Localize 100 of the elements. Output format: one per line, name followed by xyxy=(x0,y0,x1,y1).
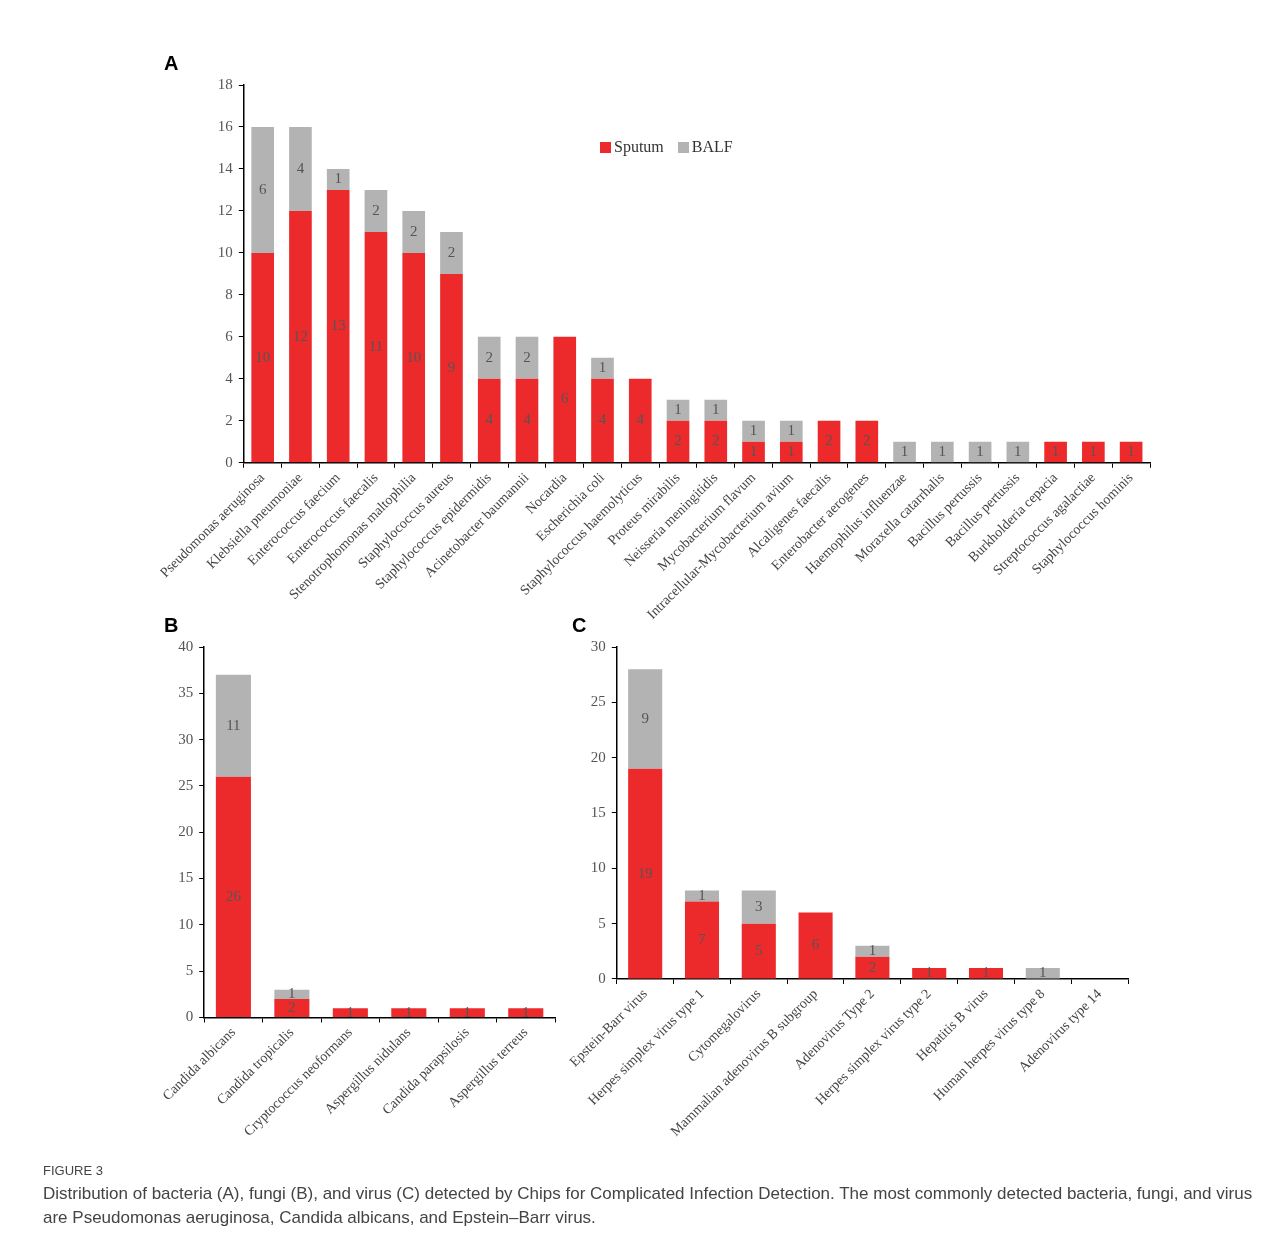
bar xyxy=(251,126,275,253)
bar xyxy=(402,210,426,253)
data-label: 2 xyxy=(485,348,493,365)
y-tick-label: 5 xyxy=(185,962,194,979)
bar xyxy=(289,210,312,463)
bar xyxy=(742,441,765,463)
data-label: 4 xyxy=(636,411,645,428)
data-label: 1 xyxy=(976,442,984,459)
data-label: 1 xyxy=(938,442,947,459)
data-label: 1 xyxy=(900,442,909,459)
y-tick-label: 8 xyxy=(225,285,233,302)
data-label: 1 xyxy=(787,422,796,439)
bar xyxy=(591,378,614,463)
data-label: 1 xyxy=(712,401,720,418)
bar xyxy=(477,336,501,379)
bar xyxy=(798,912,833,979)
y-tick-label: 10 xyxy=(590,859,606,876)
bar xyxy=(440,231,463,274)
chart-title: B xyxy=(164,614,179,637)
bar xyxy=(402,252,426,463)
data-label: 1 xyxy=(1039,964,1047,981)
data-label: 19 xyxy=(637,864,653,881)
data-label: 1 xyxy=(982,964,990,981)
data-label: 2 xyxy=(409,222,418,239)
data-label: 4 xyxy=(296,159,305,176)
data-label: 10 xyxy=(255,348,271,365)
bar xyxy=(364,231,388,463)
y-tick-label: 25 xyxy=(178,776,194,793)
y-tick-label: 16 xyxy=(217,117,234,134)
bar xyxy=(508,1008,544,1017)
bar xyxy=(289,126,312,211)
y-tick-label: 15 xyxy=(178,869,194,886)
data-label: 26 xyxy=(225,887,242,904)
data-label: 2 xyxy=(712,432,720,449)
bar xyxy=(741,890,776,924)
data-label: 1 xyxy=(334,170,342,187)
y-tick-label: 5 xyxy=(598,914,606,931)
y-tick-label: 40 xyxy=(178,637,194,654)
data-label: 1 xyxy=(749,422,758,439)
chart-title: C xyxy=(572,614,587,637)
bar xyxy=(855,956,890,979)
data-label: 1 xyxy=(405,1003,413,1020)
data-label: 2 xyxy=(372,201,380,218)
bar xyxy=(628,669,663,769)
data-label: 1 xyxy=(1014,442,1022,459)
bar xyxy=(779,420,803,442)
bar xyxy=(449,1008,485,1017)
bar xyxy=(515,336,539,379)
bar xyxy=(440,273,463,463)
y-tick-label: 25 xyxy=(590,693,606,710)
bar xyxy=(704,399,728,421)
bar xyxy=(364,189,388,232)
data-label: 3 xyxy=(755,897,763,914)
y-tick-label: 0 xyxy=(225,453,233,470)
data-label: 2 xyxy=(868,958,877,975)
data-label: 1 xyxy=(598,359,607,376)
data-label: 2 xyxy=(447,243,456,260)
data-label: 1 xyxy=(346,1003,355,1020)
y-tick-label: 30 xyxy=(178,730,194,747)
bar xyxy=(855,945,890,957)
bar xyxy=(628,378,652,463)
bar xyxy=(591,357,614,379)
y-tick-label: 6 xyxy=(225,327,234,344)
bar xyxy=(704,420,728,463)
data-label: 1 xyxy=(1089,442,1098,459)
data-label: 1 xyxy=(674,401,682,418)
data-label: 6 xyxy=(811,936,820,953)
data-label: 9 xyxy=(447,359,456,376)
bar xyxy=(684,890,720,902)
bar xyxy=(855,420,879,463)
bar xyxy=(274,989,310,999)
data-label: 1 xyxy=(698,886,706,903)
bar xyxy=(742,420,765,442)
y-tick-label: 20 xyxy=(178,823,194,840)
bar xyxy=(1082,441,1105,463)
data-label: 6 xyxy=(560,390,569,407)
legend-label: BALF xyxy=(691,138,733,156)
bar xyxy=(391,1008,427,1017)
data-label: 7 xyxy=(698,930,707,947)
bar xyxy=(326,168,350,190)
y-tick-label: 35 xyxy=(178,684,194,701)
bar xyxy=(251,252,275,463)
bar xyxy=(215,776,251,1017)
y-tick-label: 4 xyxy=(225,369,234,386)
data-label: 1 xyxy=(1127,442,1135,459)
data-label: 10 xyxy=(406,348,422,365)
data-label: 12 xyxy=(292,327,308,344)
y-tick-label: 10 xyxy=(217,243,233,260)
data-label: 4 xyxy=(485,411,494,428)
text: Distribution of bacteria (A), fungi (B), and virus (C) detected by Chips for Complicated Infection Detection. The most commonly detected bacteria, fungi, and virus are Pseudomonas aeruginosa, Candida albicans, and Epstein–Barr virus. xyxy=(43,1183,1254,1229)
bar xyxy=(215,674,251,777)
bar xyxy=(779,441,803,463)
bar xyxy=(893,441,916,463)
y-tick-label: 0 xyxy=(598,969,606,986)
bar xyxy=(817,420,841,463)
data-label: 11 xyxy=(368,338,384,355)
data-label: 2 xyxy=(863,432,871,449)
bar xyxy=(553,336,577,463)
bar xyxy=(628,768,663,979)
data-label: 1 xyxy=(522,1003,530,1020)
